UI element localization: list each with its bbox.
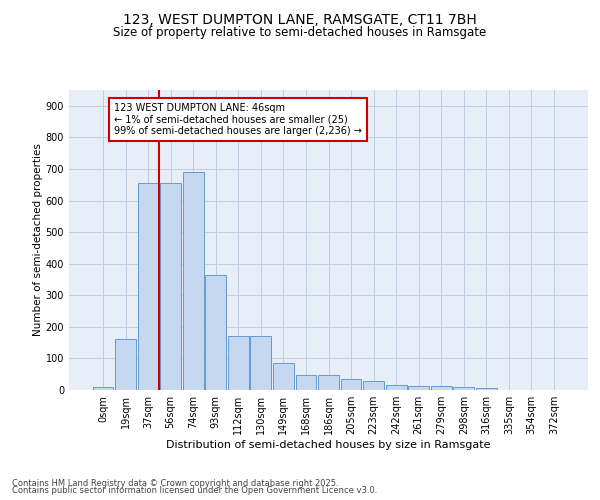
- Text: Contains HM Land Registry data © Crown copyright and database right 2025.: Contains HM Land Registry data © Crown c…: [12, 478, 338, 488]
- Bar: [183, 172, 203, 390]
- Text: 123 WEST DUMPTON LANE: 46sqm
← 1% of semi-detached houses are smaller (25)
99% o: 123 WEST DUMPTON LANE: 46sqm ← 1% of sem…: [114, 102, 362, 136]
- Bar: [273, 363, 294, 390]
- Bar: [296, 375, 316, 390]
- Bar: [205, 274, 226, 390]
- Bar: [409, 386, 429, 390]
- Bar: [250, 336, 271, 390]
- X-axis label: Distribution of semi-detached houses by size in Ramsgate: Distribution of semi-detached houses by …: [166, 440, 491, 450]
- Y-axis label: Number of semi-detached properties: Number of semi-detached properties: [33, 144, 43, 336]
- Text: Size of property relative to semi-detached houses in Ramsgate: Size of property relative to semi-detach…: [113, 26, 487, 39]
- Bar: [476, 388, 497, 390]
- Text: 123, WEST DUMPTON LANE, RAMSGATE, CT11 7BH: 123, WEST DUMPTON LANE, RAMSGATE, CT11 7…: [123, 12, 477, 26]
- Text: Contains public sector information licensed under the Open Government Licence v3: Contains public sector information licen…: [12, 486, 377, 495]
- Bar: [454, 387, 474, 390]
- Bar: [92, 388, 113, 390]
- Bar: [228, 336, 248, 390]
- Bar: [160, 183, 181, 390]
- Bar: [115, 340, 136, 390]
- Bar: [341, 379, 361, 390]
- Bar: [386, 386, 407, 390]
- Bar: [318, 375, 339, 390]
- Bar: [363, 380, 384, 390]
- Bar: [137, 183, 158, 390]
- Bar: [431, 386, 452, 390]
